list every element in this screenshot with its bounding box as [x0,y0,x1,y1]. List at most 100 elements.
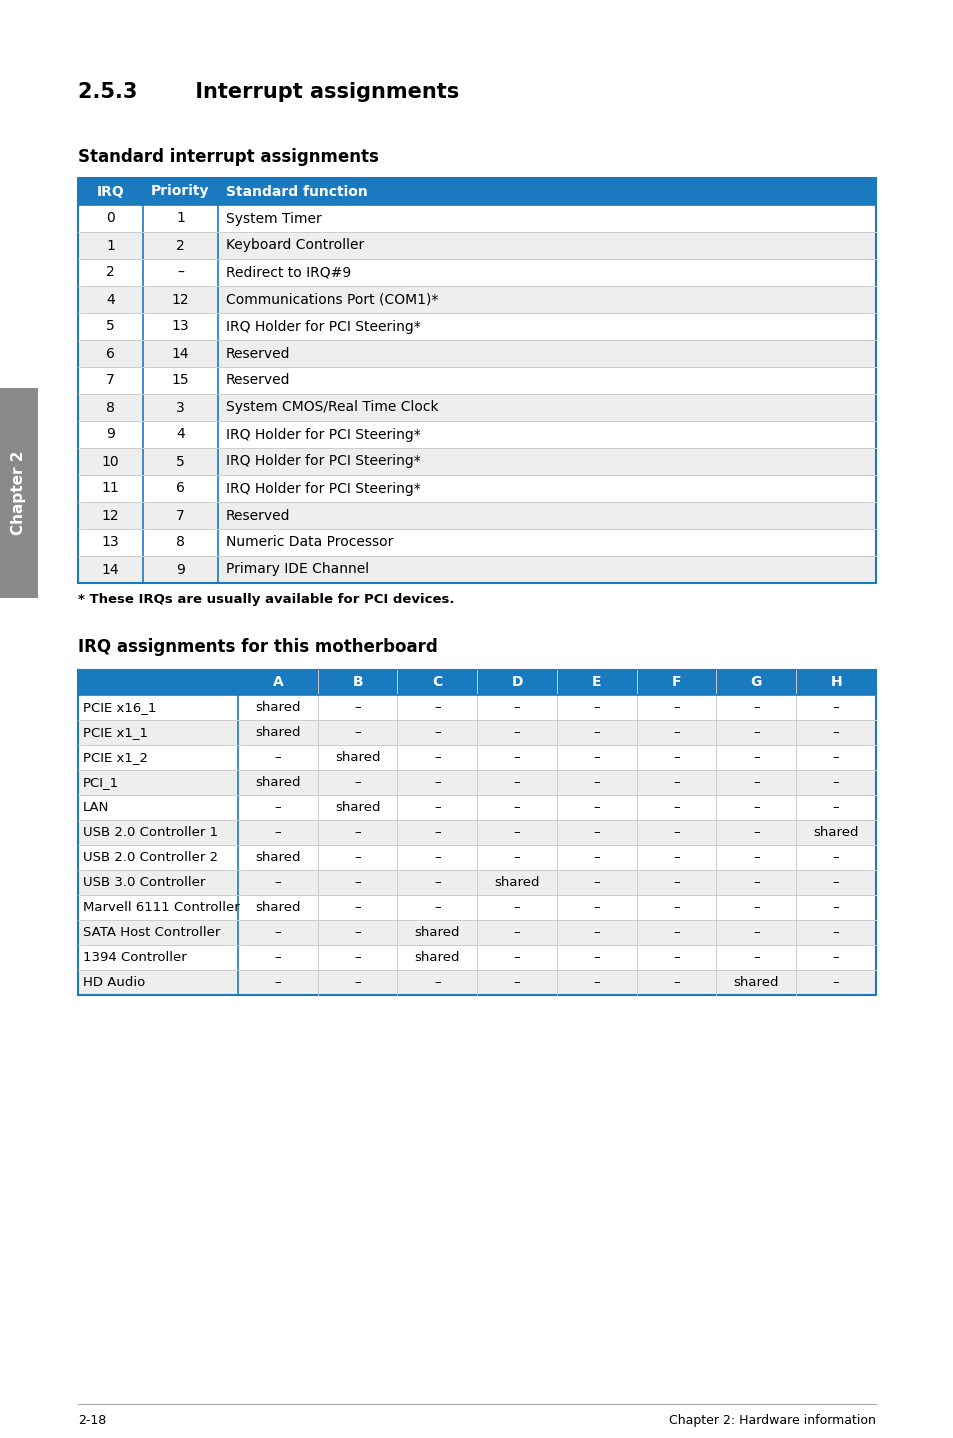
Text: shared: shared [335,751,380,764]
Text: shared: shared [254,902,300,915]
Text: –: – [593,777,599,789]
Text: IRQ assignments for this motherboard: IRQ assignments for this motherboard [78,638,437,656]
Text: System CMOS/Real Time Clock: System CMOS/Real Time Clock [226,401,438,414]
Text: –: – [752,951,759,963]
Text: –: – [274,926,281,939]
Text: 13: 13 [172,319,189,334]
Bar [78,206,875,232]
Bar [78,313,875,339]
Text: –: – [514,926,520,939]
Text: –: – [593,726,599,739]
Text: shared: shared [494,876,539,889]
Text: Chapter 2: Hardware information: Chapter 2: Hardware information [668,1414,875,1426]
Bar [78,475,875,502]
Text: A: A [273,676,283,689]
Bar [78,870,875,894]
Text: –: – [593,902,599,915]
Text: –: – [434,801,440,814]
Bar [78,394,875,421]
Text: 7: 7 [106,374,114,387]
Bar [78,920,875,945]
Text: –: – [434,876,440,889]
Bar [78,502,875,529]
Text: * These IRQs are usually available for PCI devices.: * These IRQs are usually available for P… [78,592,454,605]
Text: –: – [434,751,440,764]
Text: –: – [593,801,599,814]
Text: –: – [832,951,839,963]
Text: 4: 4 [176,427,185,441]
Bar [78,259,875,286]
Bar [78,286,875,313]
Text: Reserved: Reserved [226,509,291,522]
Text: PCIE x1_2: PCIE x1_2 [83,751,148,764]
Text: –: – [354,926,360,939]
Text: Standard function: Standard function [226,184,367,198]
Text: –: – [274,801,281,814]
Text: 12: 12 [102,509,119,522]
Bar [78,971,875,995]
Text: Keyboard Controller: Keyboard Controller [226,239,364,253]
Text: 8: 8 [176,535,185,549]
Text: Primary IDE Channel: Primary IDE Channel [226,562,369,577]
Text: –: – [673,825,679,838]
Text: –: – [434,851,440,864]
Text: 0: 0 [106,211,114,226]
Text: –: – [752,902,759,915]
Text: Numeric Data Processor: Numeric Data Processor [226,535,393,549]
Text: IRQ Holder for PCI Steering*: IRQ Holder for PCI Steering* [226,454,420,469]
Text: –: – [832,976,839,989]
Text: SATA Host Controller: SATA Host Controller [83,926,220,939]
Text: 12: 12 [172,292,189,306]
Text: –: – [752,801,759,814]
Bar [78,339,875,367]
Text: –: – [177,266,184,279]
Bar [78,670,875,695]
Bar [78,367,875,394]
Text: shared: shared [733,976,779,989]
Text: –: – [354,777,360,789]
Text: USB 2.0 Controller 1: USB 2.0 Controller 1 [83,825,218,838]
Text: –: – [832,726,839,739]
Text: 3: 3 [176,401,185,414]
Text: –: – [673,902,679,915]
Text: –: – [514,700,520,715]
Text: shared: shared [813,825,858,838]
Text: shared: shared [415,926,459,939]
Text: –: – [514,777,520,789]
Bar [78,945,875,971]
Text: IRQ: IRQ [96,184,124,198]
Text: H: H [829,676,841,689]
Text: –: – [593,926,599,939]
Text: shared: shared [335,801,380,814]
Text: –: – [673,777,679,789]
Text: LAN: LAN [83,801,110,814]
Bar [78,745,875,769]
Text: HD Audio: HD Audio [83,976,145,989]
Text: –: – [832,926,839,939]
Text: –: – [832,801,839,814]
Bar [78,695,875,720]
Text: –: – [593,876,599,889]
Text: –: – [593,700,599,715]
Text: –: – [514,951,520,963]
Text: 1: 1 [176,211,185,226]
Text: IRQ Holder for PCI Steering*: IRQ Holder for PCI Steering* [226,482,420,496]
Text: System Timer: System Timer [226,211,321,226]
Text: –: – [514,801,520,814]
Text: Redirect to IRQ#9: Redirect to IRQ#9 [226,266,351,279]
Text: –: – [673,851,679,864]
Text: –: – [354,976,360,989]
Text: 8: 8 [106,401,114,414]
Text: –: – [593,951,599,963]
Text: –: – [514,976,520,989]
Text: shared: shared [254,851,300,864]
Text: –: – [354,726,360,739]
Text: USB 3.0 Controller: USB 3.0 Controller [83,876,205,889]
Text: C: C [432,676,442,689]
Text: 1394 Controller: 1394 Controller [83,951,187,963]
Text: –: – [274,751,281,764]
Text: –: – [514,825,520,838]
Bar [78,894,875,920]
Text: –: – [274,876,281,889]
Text: –: – [752,825,759,838]
